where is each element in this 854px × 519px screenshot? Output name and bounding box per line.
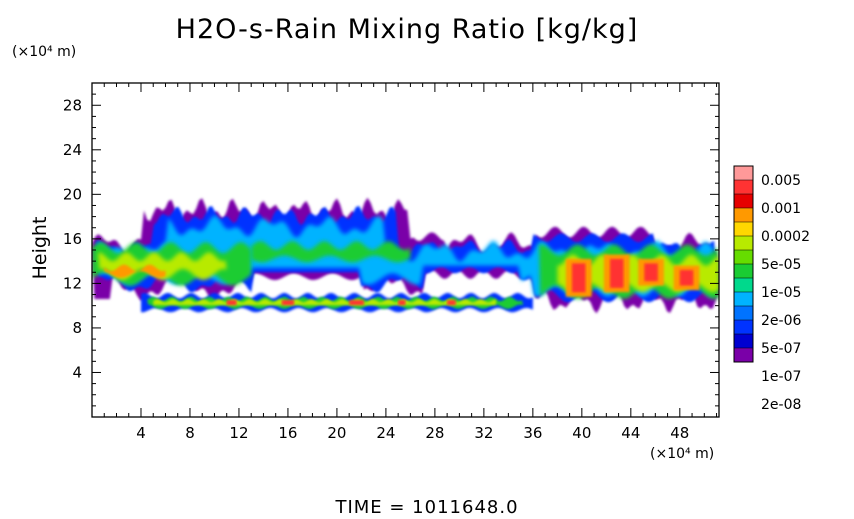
y-tick-label: 16 — [63, 230, 82, 248]
colorbar-swatch — [734, 348, 753, 362]
colorbar-label: 1e-07 — [761, 369, 801, 385]
x-axis-unit: (×10⁴ m) — [650, 446, 715, 462]
colorbar-swatch — [734, 320, 753, 334]
x-tick-label: 4 — [136, 424, 146, 442]
lower-layer-red-3 — [398, 300, 406, 306]
colorbar-label: 0.005 — [761, 173, 801, 189]
x-tick-label: 44 — [621, 424, 640, 442]
core-red-0 — [572, 263, 586, 293]
lower-layer-red-1 — [281, 300, 295, 306]
colorbar-swatch — [734, 236, 753, 250]
y-tick-label: 20 — [63, 185, 82, 203]
core-red-2 — [644, 263, 658, 282]
colorbar-label: 0.0002 — [761, 229, 810, 245]
colorbar-label: 2e-08 — [761, 397, 801, 413]
lower-layer-red-0 — [226, 300, 237, 306]
y-tick-label: 24 — [63, 141, 82, 159]
y-tick-label: 12 — [63, 274, 82, 292]
colorbar-swatch — [734, 222, 753, 236]
x-tick-label: 12 — [229, 424, 248, 442]
colorbar-swatch — [734, 166, 753, 180]
lower-layer-red-4 — [447, 300, 456, 306]
y-tick-label: 28 — [63, 96, 82, 114]
mid-green — [251, 241, 411, 263]
y-tick-label: 8 — [72, 319, 82, 337]
x-tick-label: 28 — [425, 424, 444, 442]
colorbar-label: 1e-05 — [761, 285, 801, 301]
x-tick-label: 40 — [572, 424, 591, 442]
colorbar-swatch — [734, 180, 753, 194]
y-axis-unit: (×10⁴ m) — [12, 44, 77, 60]
colorbar-label: 5e-05 — [761, 257, 801, 273]
x-tick-label: 16 — [278, 424, 297, 442]
colorbar: 0.005 0.001 0.0002 5e-05 1e-05 2e-06 5e-07 1e-0… — [733, 165, 810, 413]
lower-layer-red-2 — [349, 300, 364, 306]
core-red-1 — [610, 258, 624, 288]
y-tick-label: 4 — [72, 363, 82, 381]
lower-layer-yellow — [153, 299, 497, 306]
colorbar-label: 5e-07 — [761, 341, 801, 357]
colorbar-swatch — [734, 306, 753, 320]
heatmap-field — [92, 197, 719, 314]
colorbar-swatch — [734, 264, 753, 278]
x-tick-label: 8 — [185, 424, 195, 442]
x-tick-label: 24 — [376, 424, 395, 442]
core-red-3 — [679, 270, 694, 286]
left-orange — [104, 264, 166, 278]
time-footer: TIME = 1011648.0 — [335, 497, 519, 518]
x-tick-label: 48 — [670, 424, 689, 442]
colorbar-swatch — [734, 334, 753, 348]
colorbar-swatch — [734, 194, 753, 208]
colorbar-label: 0.001 — [761, 201, 801, 217]
x-tick-label: 32 — [474, 424, 493, 442]
colorbar-swatch — [734, 278, 753, 292]
colorbar-swatch — [734, 208, 753, 222]
x-tick-label: 20 — [327, 424, 346, 442]
x-tick-label: 36 — [523, 424, 542, 442]
chart-title: H2O-s-Rain Mixing Ratio [kg/kg] — [175, 14, 639, 45]
colorbar-swatch — [734, 292, 753, 306]
colorbar-label: 2e-06 — [761, 313, 801, 329]
colorbar-swatch — [734, 250, 753, 264]
